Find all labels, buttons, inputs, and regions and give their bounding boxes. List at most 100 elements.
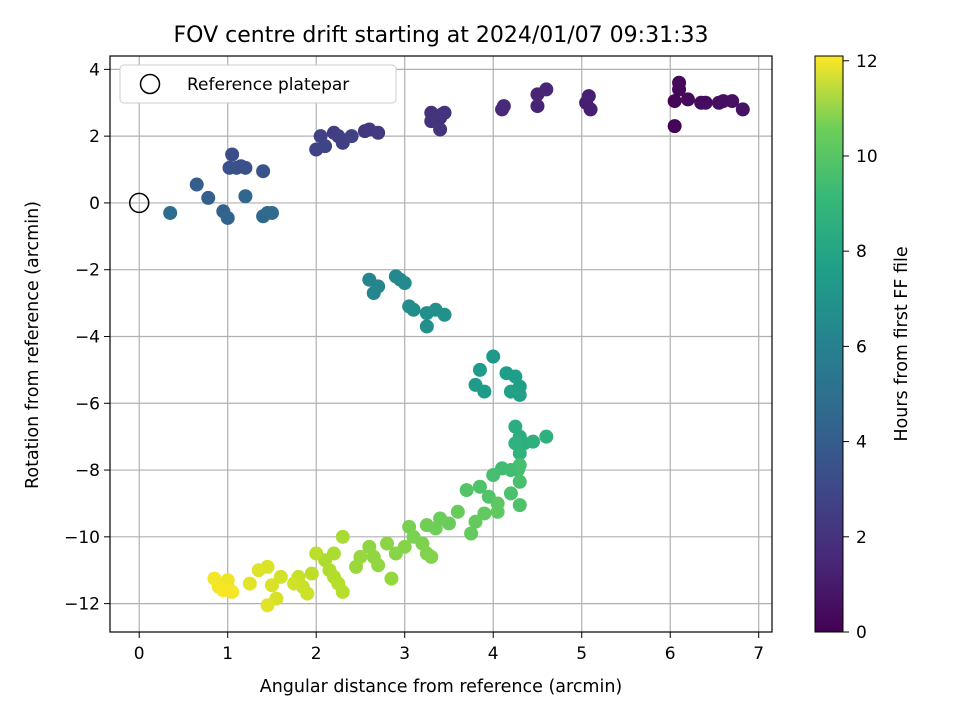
legend: Reference platepar — [119, 64, 397, 104]
colorbar-tick-label: 0 — [856, 623, 867, 643]
reference-marker — [128, 192, 150, 214]
data-point — [512, 498, 527, 513]
data-point — [380, 536, 395, 551]
x-tick-label: 0 — [134, 644, 145, 664]
data-point — [201, 190, 216, 205]
y-tick-label: −6 — [75, 394, 100, 414]
data-point — [472, 479, 487, 494]
x-axis-label: Angular distance from reference (arcmin) — [260, 677, 623, 697]
x-tick-label: 5 — [576, 644, 587, 664]
x-tick-label: 1 — [222, 644, 233, 664]
data-point — [503, 486, 518, 501]
colorbar-gradient — [814, 55, 844, 633]
data-point — [680, 92, 695, 107]
data-point — [512, 458, 527, 473]
data-point — [242, 576, 257, 591]
data-point — [486, 349, 501, 364]
data-point — [163, 205, 178, 220]
colorbar-tick-label: 6 — [856, 337, 867, 357]
data-point — [207, 571, 222, 586]
y-tick-label: 2 — [89, 127, 100, 147]
data-point — [300, 586, 315, 601]
data-point — [238, 189, 253, 204]
data-point — [490, 504, 505, 519]
data-point — [335, 529, 350, 544]
data-point — [371, 125, 386, 140]
data-point — [450, 504, 465, 519]
y-tick-label: −4 — [75, 327, 100, 347]
data-point — [526, 434, 541, 449]
y-tick-label: −8 — [75, 461, 100, 481]
data-point — [264, 205, 279, 220]
chart-title: FOV centre drift starting at 2024/01/07 … — [174, 23, 709, 48]
data-point — [424, 114, 439, 129]
data-point — [344, 129, 359, 144]
colorbar: 0 2 4 6 8 10 12 Hours from first FF file — [814, 52, 912, 643]
x-tick-label: 2 — [311, 644, 322, 664]
data-point — [434, 107, 449, 122]
data-point — [238, 160, 253, 175]
y-axis-ticks: 4 2 0 −2 −4 −6 −8 −10 −12 — [64, 60, 110, 615]
data-point — [349, 559, 364, 574]
data-point — [667, 94, 682, 109]
data-point — [433, 122, 448, 137]
data-points — [163, 75, 750, 613]
y-tick-label: 0 — [89, 194, 100, 214]
data-point — [698, 95, 713, 110]
data-point — [220, 210, 235, 225]
data-point — [189, 177, 204, 192]
data-point — [512, 446, 527, 461]
data-point — [503, 384, 518, 399]
data-point — [464, 526, 479, 541]
legend-marker — [139, 73, 161, 95]
data-point — [251, 563, 266, 578]
x-axis-ticks: 0 1 2 3 4 5 6 7 — [134, 632, 764, 664]
data-point — [725, 94, 740, 109]
data-point — [472, 362, 487, 377]
data-point — [388, 546, 403, 561]
data-point — [512, 474, 527, 489]
data-point — [264, 578, 279, 593]
data-point — [735, 102, 750, 117]
data-point — [406, 302, 421, 317]
data-point — [539, 82, 554, 97]
legend-label: Reference platepar — [187, 75, 349, 95]
data-point — [486, 468, 501, 483]
colorbar-label: Hours from first FF file — [892, 246, 912, 441]
data-point — [309, 546, 324, 561]
data-point — [496, 99, 511, 114]
data-point — [397, 276, 412, 291]
data-point — [672, 75, 687, 90]
data-point — [318, 139, 333, 154]
x-tick-label: 3 — [399, 644, 410, 664]
data-point — [256, 164, 271, 179]
data-point — [477, 506, 492, 521]
data-point — [371, 558, 386, 573]
y-axis-label: Rotation from reference (arcmin) — [23, 201, 43, 489]
x-tick-label: 4 — [488, 644, 499, 664]
grid — [110, 56, 772, 632]
data-point — [530, 99, 545, 114]
data-point — [304, 566, 319, 581]
colorbar-tick-label: 10 — [856, 147, 878, 167]
x-tick-label: 7 — [753, 644, 764, 664]
data-point — [216, 583, 231, 598]
colorbar-tick-label: 12 — [856, 52, 878, 72]
data-point — [222, 160, 237, 175]
colorbar-tick-label: 2 — [856, 528, 867, 548]
colorbar-tick-label: 4 — [856, 433, 867, 453]
data-point — [273, 569, 288, 584]
data-point — [437, 307, 452, 322]
y-tick-label: 4 — [89, 60, 100, 80]
y-tick-label: −12 — [64, 595, 100, 615]
data-point — [260, 598, 275, 613]
data-point — [583, 102, 598, 117]
data-point — [371, 279, 386, 294]
data-point — [419, 518, 434, 533]
legend-box — [119, 64, 397, 104]
data-point — [287, 576, 302, 591]
data-point — [424, 549, 439, 564]
y-tick-label: −10 — [64, 528, 100, 548]
data-point — [419, 319, 434, 334]
